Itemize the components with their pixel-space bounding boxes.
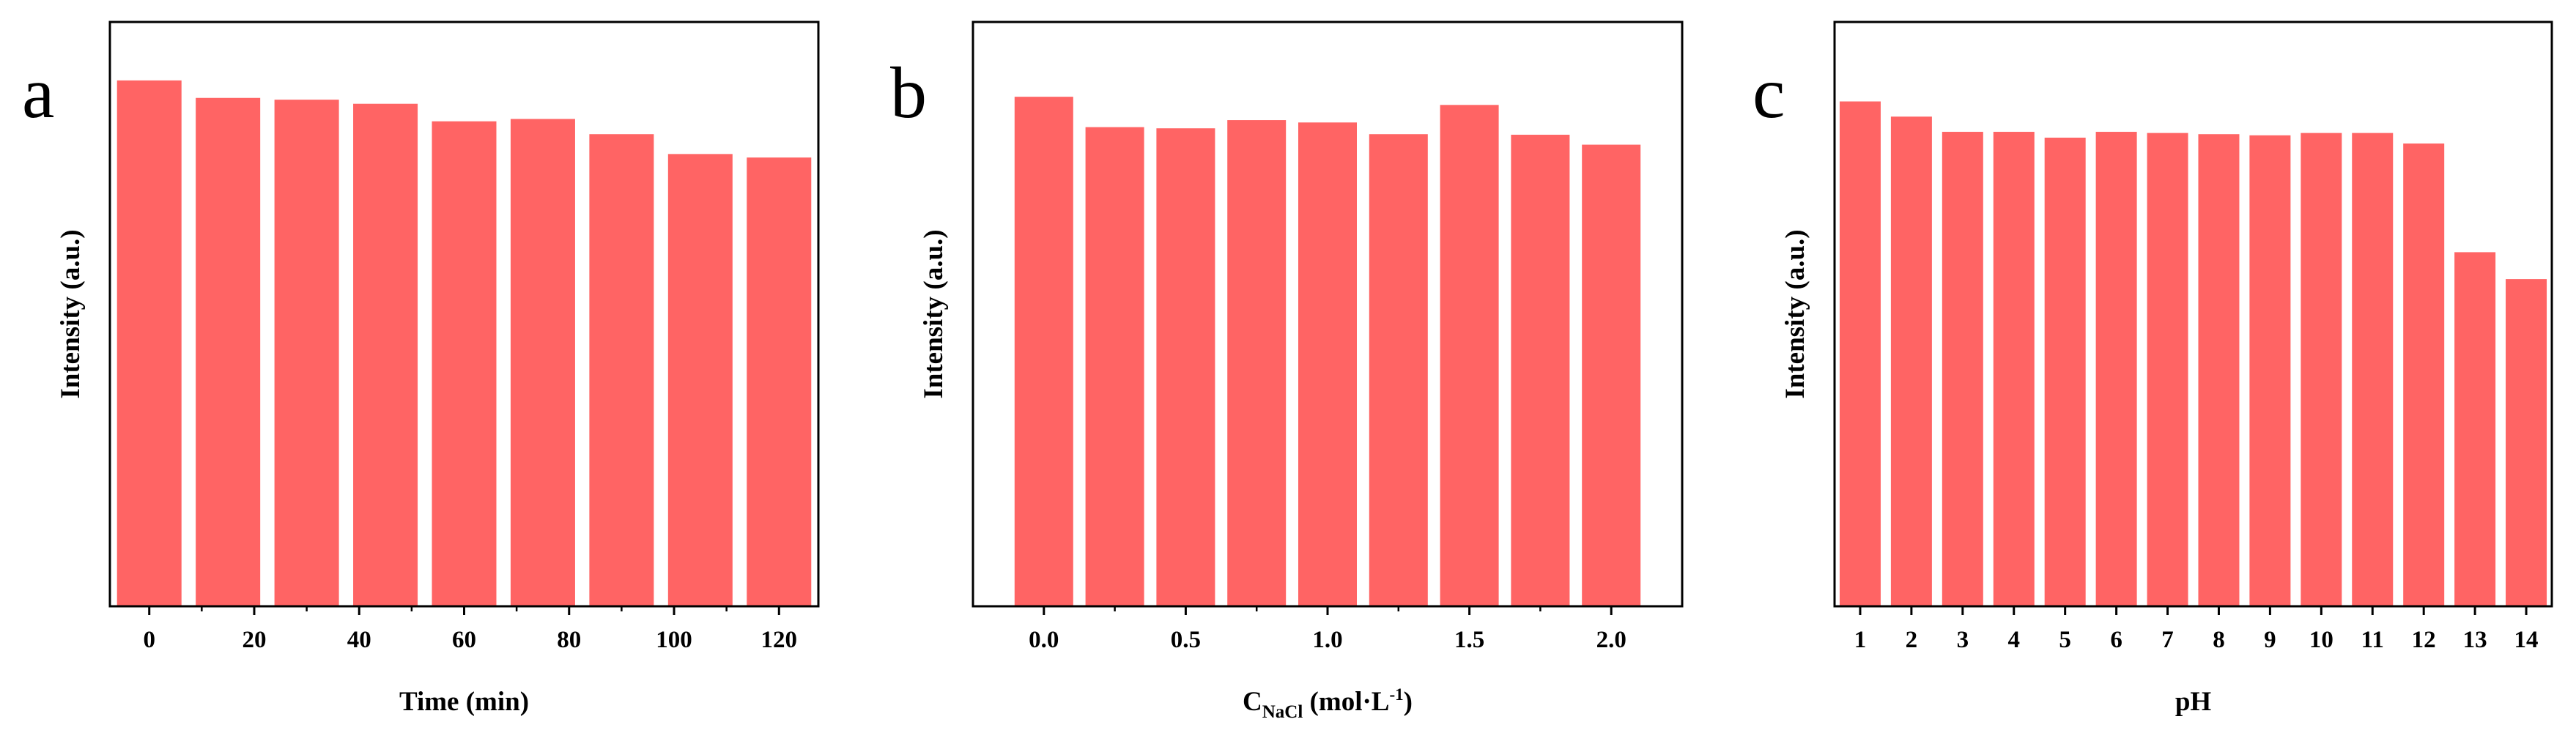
x-tick-label: 0.0 xyxy=(1029,627,1059,653)
x-tick-label: 1.0 xyxy=(1312,627,1342,653)
x-tick-label: 20 xyxy=(242,627,266,653)
bar-c-6 xyxy=(2147,133,2188,606)
x-tick-label: 11 xyxy=(2361,627,2384,653)
x-tick-label: 40 xyxy=(347,627,371,653)
panel-letter: a xyxy=(22,52,54,133)
x-axis-title: CNaCl (mol·L-1) xyxy=(1243,685,1413,722)
x-tick-label: 10 xyxy=(2309,627,2333,653)
bar-c-5 xyxy=(2095,132,2137,607)
x-tick-label: 0 xyxy=(143,627,155,653)
bar-c-8 xyxy=(2249,135,2291,606)
x-tick-label: 1 xyxy=(1854,627,1867,653)
x-tick-label: 2.0 xyxy=(1596,627,1626,653)
chart-panel-a: a 0 20 40 60 80 100 120 Time (min) Intensity (a.u… xyxy=(22,21,820,717)
bar-c-2 xyxy=(1942,132,1983,607)
x-tick-label: 13 xyxy=(2463,627,2487,653)
bar-b-5 xyxy=(1369,134,1428,606)
y-axis-title: Intensity (a.u.) xyxy=(919,229,949,398)
bar-c-1 xyxy=(1890,116,1932,606)
bar-a-1 xyxy=(196,97,261,607)
bar-a-3 xyxy=(353,103,418,607)
panel-letter: b xyxy=(890,52,927,133)
y-axis-title: Intensity (a.u.) xyxy=(1780,229,1810,398)
panel-letter: c xyxy=(1753,52,1785,133)
x-tick-label: 14 xyxy=(2514,627,2539,653)
x-tick-label: 6 xyxy=(2110,627,2122,653)
bar-b-2 xyxy=(1156,128,1215,607)
x-tick-label: 5 xyxy=(2059,627,2071,653)
bar-b-7 xyxy=(1511,135,1570,606)
x-tick-label: 9 xyxy=(2264,627,2276,653)
bar-a-5 xyxy=(510,119,575,606)
bar-b-4 xyxy=(1298,122,1357,607)
x-tick-label: 0.5 xyxy=(1171,627,1201,653)
bar-c-3 xyxy=(1993,132,2035,607)
bar-a-6 xyxy=(589,134,654,606)
bar-b-1 xyxy=(1085,127,1144,606)
x-tick-label: 1.5 xyxy=(1454,627,1484,653)
bar-b-3 xyxy=(1227,120,1287,607)
bar-a-0 xyxy=(116,80,182,607)
bar-b-8 xyxy=(1582,144,1641,606)
bar-c-10 xyxy=(2352,133,2394,606)
x-tick-label: 12 xyxy=(2412,627,2436,653)
x-axis-title: Time (min) xyxy=(399,687,529,717)
bar-b-0 xyxy=(1014,97,1073,607)
chart-panel-b: b 0.0 0.5 1.0 1.5 2.0 CNaCl (mol·L-1) Intensity… xyxy=(890,21,1684,722)
y-axis-title: Intensity (a.u.) xyxy=(56,229,86,398)
bar-a-7 xyxy=(667,154,733,606)
x-tick-label: 7 xyxy=(2161,627,2174,653)
bar-c-9 xyxy=(2301,133,2342,606)
bar-c-7 xyxy=(2198,134,2240,606)
bar-c-13 xyxy=(2506,279,2547,606)
x-tick-label: 8 xyxy=(2213,627,2225,653)
bar-a-2 xyxy=(274,100,339,606)
bar-c-0 xyxy=(1839,101,1881,606)
bar-c-12 xyxy=(2454,252,2496,606)
x-tick-label: 100 xyxy=(656,627,692,653)
x-tick-label: 80 xyxy=(557,627,581,653)
x-tick-label: 60 xyxy=(452,627,476,653)
x-tick-label: 120 xyxy=(761,627,798,653)
plot-frame xyxy=(1833,21,2553,608)
x-tick-label: 4 xyxy=(2008,627,2021,653)
x-tick-label: 3 xyxy=(1957,627,1969,653)
x-tick-label: 2 xyxy=(1906,627,1918,653)
bar-a-4 xyxy=(432,121,497,606)
bar-c-11 xyxy=(2403,143,2445,606)
bar-b-6 xyxy=(1440,105,1499,607)
bar-c-4 xyxy=(2044,138,2086,606)
x-axis-title: pH xyxy=(2175,687,2212,717)
bar-a-8 xyxy=(747,157,812,607)
